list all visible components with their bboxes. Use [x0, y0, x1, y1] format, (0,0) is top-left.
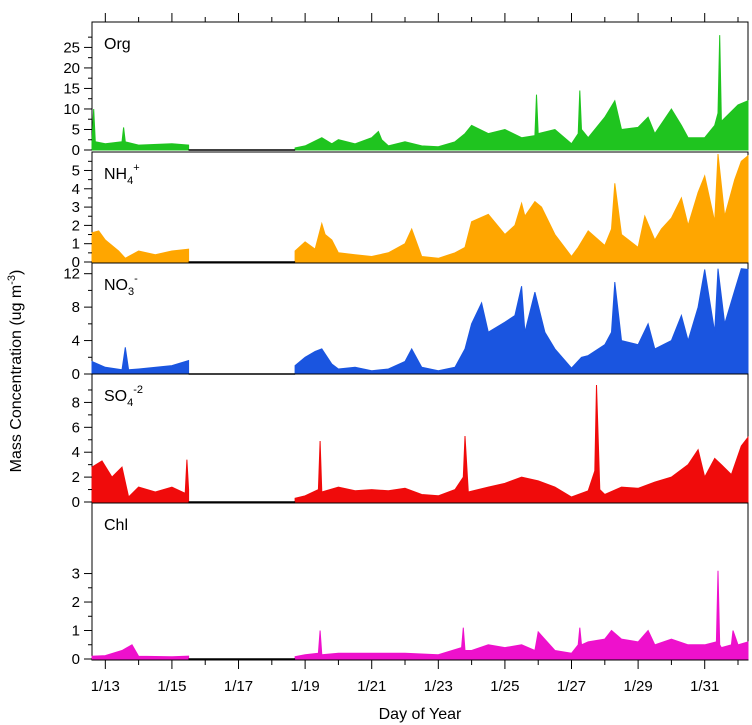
so4-y-tick-label: 0 — [72, 494, 80, 511]
panel-so4: 0 2 4 6 8 SO4-2 — [72, 373, 749, 511]
y-axis-title: Mass Concentration (ug m-3) — [6, 270, 25, 473]
x-tick-label: 1/25 — [490, 678, 519, 695]
x-tick-label: 1/21 — [357, 678, 386, 695]
chl-y-tick-label: 2 — [72, 594, 80, 611]
chl-panel-label: Chl — [104, 517, 128, 534]
so4-y-tick-label: 8 — [72, 394, 80, 411]
x-tick-label: 1/19 — [291, 678, 320, 695]
panel-chl: 0 1 2 3 Chl — [72, 502, 749, 668]
x-tick-label: 1/27 — [557, 678, 586, 695]
nh4-y-tick-label: 3 — [72, 199, 80, 216]
chl-series-area-2 — [294, 570, 749, 660]
nh4-series-area-1 — [91, 230, 190, 263]
x-tick-label: 1/17 — [224, 678, 253, 695]
org-y-tick-label: 10 — [63, 101, 80, 118]
org-y-tick-label: 15 — [63, 80, 80, 97]
x-axis: 1/13 1/15 1/17 1/19 1/21 1/23 1/25 1/27 1/29 1/31 — [91, 660, 739, 695]
chl-y-tick-label: 3 — [72, 566, 80, 583]
no3-series-area-2 — [294, 268, 749, 375]
x-tick-label: 1/13 — [91, 678, 120, 695]
nh4-y-tick-label: 1 — [72, 236, 80, 253]
x-tick-label: 1/23 — [424, 678, 453, 695]
top-axis-ticks — [104, 13, 739, 22]
org-y-tick-label: 5 — [72, 121, 80, 138]
nh4-y-tick-label: 4 — [72, 181, 80, 198]
no3-panel-label: NO3- — [104, 273, 138, 298]
x-tick-label: 1/15 — [157, 678, 186, 695]
nh4-series-area-2 — [294, 153, 749, 263]
nh4-panel-label: NH4+ — [104, 162, 140, 187]
chl-y-tick-label: 1 — [72, 623, 80, 640]
panel-no3: 0 4 8 12 NO3- — [63, 262, 749, 383]
chl-series-area-1 — [91, 644, 190, 660]
chl-y-tick-label: 0 — [72, 651, 80, 668]
org-series-area-1 — [91, 108, 190, 151]
no3-y-tick-label: 4 — [72, 333, 80, 350]
x-tick-label: 1/31 — [690, 678, 719, 695]
so4-series-area-1 — [91, 459, 190, 503]
no3-y-tick-label: 0 — [72, 366, 80, 383]
panel-nh4: 01 234 5 NH4+ — [72, 151, 749, 271]
so4-panel-label: SO4-2 — [104, 384, 143, 409]
no3-y-tick-label: 8 — [72, 299, 80, 316]
org-y-tick-label: 20 — [63, 60, 80, 77]
nh4-y-tick-label: 5 — [72, 162, 80, 179]
so4-y-tick-label: 2 — [72, 469, 80, 486]
org-series-area-2 — [294, 35, 749, 151]
panel-org: 0 5 10 15 20 25 Org — [63, 21, 749, 159]
so4-series-area-2 — [294, 384, 749, 503]
so4-y-tick-label: 4 — [72, 444, 80, 461]
org-panel-label: Org — [104, 36, 131, 53]
org-y-tick-label: 0 — [72, 142, 80, 159]
org-y-tick-label: 25 — [63, 39, 80, 56]
x-axis-title: Day of Year — [379, 706, 462, 723]
y-axis-title-exponent: -3 — [6, 275, 18, 285]
nh4-y-tick-label: 0 — [72, 254, 80, 271]
no3-y-tick-label: 12 — [63, 266, 80, 283]
nh4-y-tick-label: 2 — [72, 217, 80, 234]
so4-y-tick-label: 6 — [72, 419, 80, 436]
no3-series-area-1 — [91, 347, 190, 375]
panel-frame — [91, 502, 749, 661]
x-tick-label: 1/29 — [624, 678, 653, 695]
